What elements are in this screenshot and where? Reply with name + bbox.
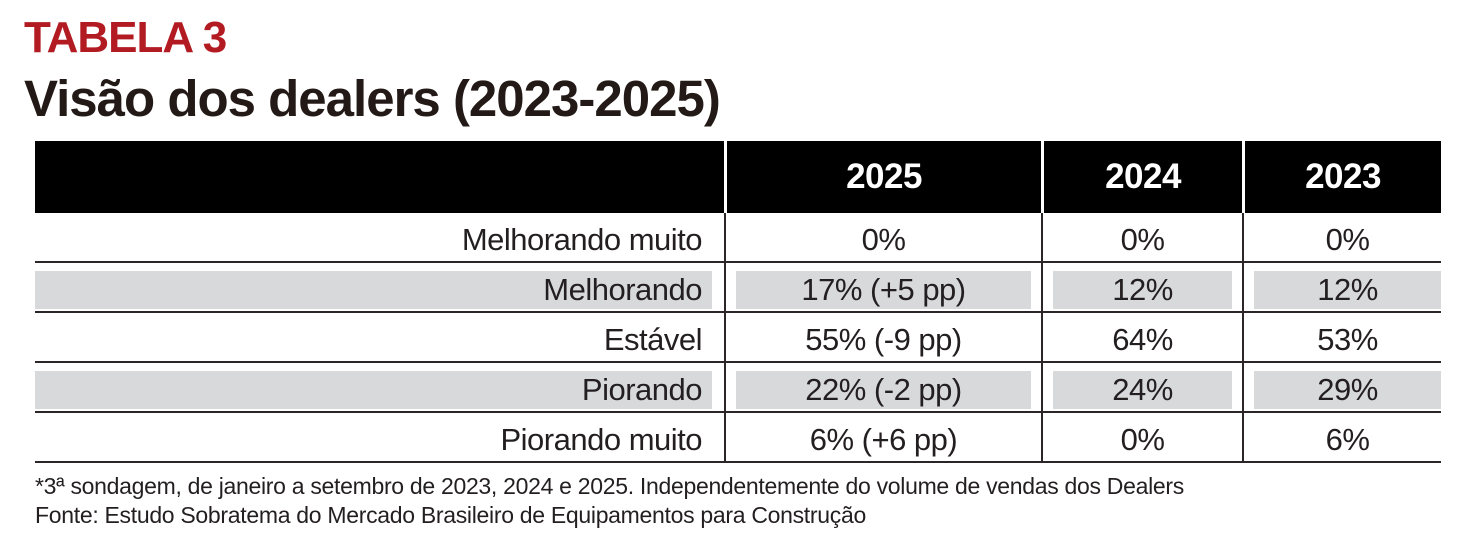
headings: TABELA 3 Visão dos dealers (2023-2025) — [0, 0, 1475, 127]
table-row: Melhorando 17% (+5 pp) 12% 12% — [35, 263, 1441, 313]
table-body: Melhorando muito 0% 0% 0% Melhorando 17%… — [35, 213, 1441, 463]
cell-value: 12% — [1254, 271, 1441, 309]
table-tag: TABELA 3 — [24, 13, 227, 62]
column-header-2025: 2025 — [724, 141, 1041, 213]
cell-value: 64% — [1112, 322, 1173, 357]
table-row: Estável 55% (-9 pp) 64% 53% — [35, 313, 1441, 363]
row-label: Piorando muito — [500, 422, 702, 457]
cell-value: 6% — [1325, 422, 1370, 457]
table-header-row: 2025 2024 2023 — [35, 141, 1441, 213]
row-label: Melhorando muito — [461, 222, 703, 257]
cell-value: 53% — [1317, 322, 1378, 357]
cell-value: 24% — [1053, 371, 1232, 409]
cell-value: 0% — [1120, 422, 1165, 457]
table-row: Melhorando muito 0% 0% 0% — [35, 213, 1441, 263]
cell-value: 55% (-9 pp) — [805, 322, 962, 357]
column-header-2024: 2024 — [1041, 141, 1242, 213]
header-spacer — [35, 141, 724, 213]
cell-value: 0% — [1120, 222, 1165, 257]
table-row: Piorando 22% (-2 pp) 24% 29% — [35, 363, 1441, 413]
footnote-source: Fonte: Estudo Sobratema do Mercado Brasi… — [35, 502, 866, 528]
cell-value: 6% (+6 pp) — [809, 422, 958, 457]
cell-value: 17% (+5 pp) — [736, 271, 1031, 309]
column-header-2023: 2023 — [1242, 141, 1441, 213]
row-label: Melhorando — [35, 271, 712, 309]
cell-value: 22% (-2 pp) — [736, 371, 1031, 409]
row-label: Estável — [603, 322, 703, 357]
dealers-table: 2025 2024 2023 Melhorando muito 0% 0% 0%… — [35, 141, 1441, 463]
footnotes: *3ª sondagem, de janeiro a setembro de 2… — [35, 472, 1475, 530]
footnote-survey: *3ª sondagem, de janeiro a setembro de 2… — [35, 473, 1184, 499]
cell-value: 29% — [1254, 371, 1441, 409]
row-label: Piorando — [35, 371, 712, 409]
table-row: Piorando muito 6% (+6 pp) 0% 6% — [35, 413, 1441, 463]
cell-value: 12% — [1053, 271, 1232, 309]
cell-value: 0% — [1325, 222, 1370, 257]
cell-value: 0% — [861, 222, 906, 257]
page-title: Visão dos dealers (2023-2025) — [24, 70, 721, 127]
